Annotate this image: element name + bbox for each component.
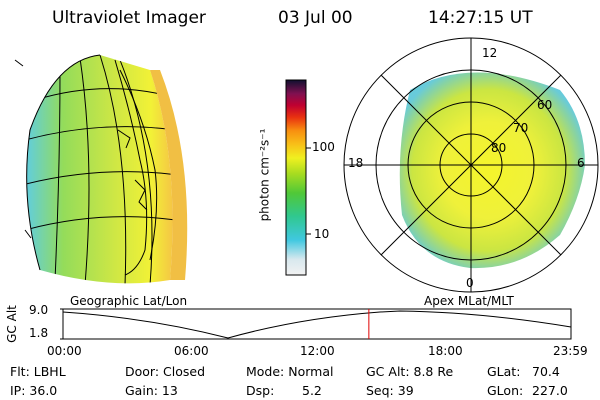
timeline-ylabel: GC Alt [4,305,19,343]
colorbar-unit-label: photon cm⁻²s⁻¹ [257,128,272,222]
colorbar [285,79,307,276]
timeline-xtick-0600: 06:00 [174,344,209,358]
ip-readout: IP: 36.0 [10,383,58,398]
globe-image [14,54,188,284]
timeline-xtick-0000: 00:00 [47,344,82,358]
mlt-label-18: 18 [348,156,364,170]
altitude-timeline [60,308,572,340]
mlat-label-70: 70 [513,121,529,135]
glon-value: 227.0 [532,383,568,398]
glat-label: GLat: [487,364,521,379]
gcalt-readout: GC Alt: 8.8 Re [366,364,454,379]
globe-title: Geographic Lat/Lon [70,294,188,308]
timeline-ymin: 1.8 [29,326,49,340]
timeline-ymax: 9.0 [29,303,49,317]
time-label: 14:27:15 UT [428,8,533,28]
seq-readout: Seq: 39 [366,383,414,398]
mode-readout: Mode: Normal [246,364,334,379]
mlt-label-0: 0 [466,276,474,290]
instrument-title: Ultraviolet Imager [52,8,206,28]
filter-readout: Flt: LBHL [10,364,66,379]
polar-plot [343,37,599,293]
dsp-value: 5.2 [302,383,322,398]
date-label: 03 Jul 00 [278,8,353,28]
gain-readout: Gain: 13 [125,383,178,398]
timeline-xtick-1800: 18:00 [428,344,463,358]
mlat-label-60: 60 [537,98,553,112]
mlat-label-80: 80 [491,141,507,155]
door-readout: Door: Closed [125,364,206,379]
colorbar-tick-100: 100 [312,140,335,154]
polar-title: Apex MLat/MLT [424,294,514,308]
glon-label: GLon: [487,383,524,398]
timeline-xtick-1200: 12:00 [300,344,335,358]
mlt-label-6: 6 [577,156,585,170]
dsp-label: Dsp: [246,383,275,398]
glat-value: 70.4 [532,364,560,379]
colorbar-tick-10: 10 [314,227,330,241]
timeline-xtick-2359: 23:59 [553,344,588,358]
mlt-label-12: 12 [482,46,498,60]
